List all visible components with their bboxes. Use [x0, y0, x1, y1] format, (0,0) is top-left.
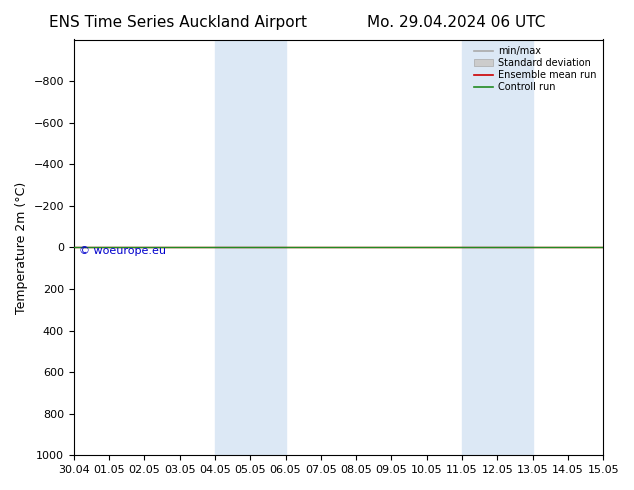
Text: ENS Time Series Auckland Airport: ENS Time Series Auckland Airport [49, 15, 306, 30]
Text: © woeurope.eu: © woeurope.eu [79, 246, 166, 256]
Bar [250, 40, 285, 455]
Text: Mo. 29.04.2024 06 UTC: Mo. 29.04.2024 06 UTC [367, 15, 546, 30]
Bar [462, 40, 497, 455]
Bar [497, 40, 533, 455]
Y-axis label: Temperature 2m (°C): Temperature 2m (°C) [15, 181, 28, 314]
Bar [215, 40, 250, 455]
Legend: min/max, Standard deviation, Ensemble mean run, Controll run: min/max, Standard deviation, Ensemble me… [472, 45, 598, 94]
